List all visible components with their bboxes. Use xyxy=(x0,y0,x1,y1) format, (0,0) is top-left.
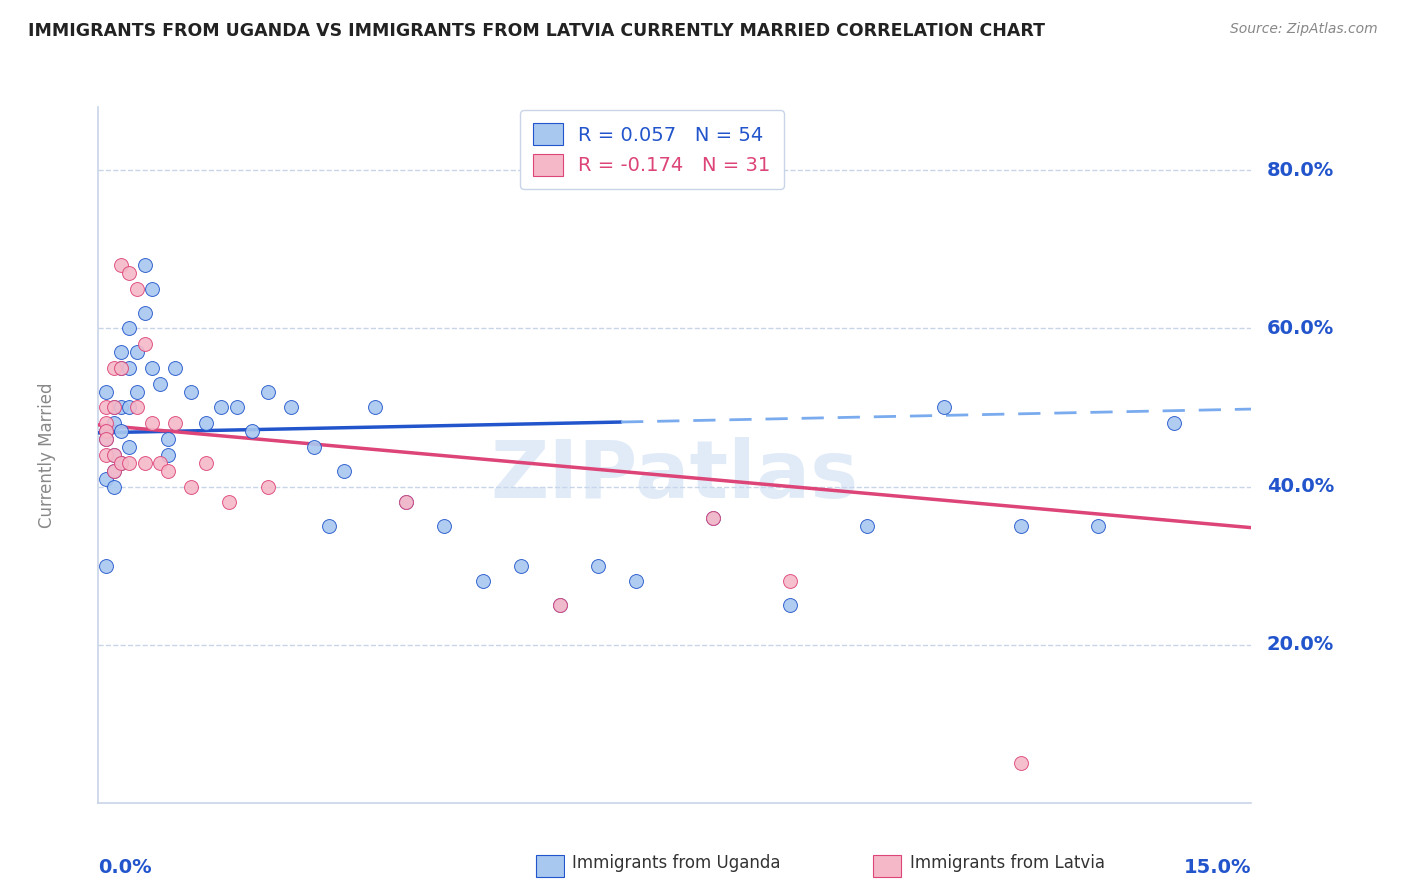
Point xyxy=(240,424,263,438)
Text: 0.0%: 0.0% xyxy=(98,858,152,877)
Point xyxy=(94,424,117,438)
Point xyxy=(156,464,179,478)
Point xyxy=(103,464,125,478)
Point xyxy=(103,479,125,493)
Point xyxy=(779,598,801,612)
Point xyxy=(134,456,156,470)
Text: IMMIGRANTS FROM UGANDA VS IMMIGRANTS FROM LATVIA CURRENTLY MARRIED CORRELATION C: IMMIGRANTS FROM UGANDA VS IMMIGRANTS FRO… xyxy=(28,22,1045,40)
Point xyxy=(195,417,218,431)
Point xyxy=(110,456,132,470)
Point xyxy=(118,360,141,375)
Point xyxy=(548,598,571,612)
Text: 60.0%: 60.0% xyxy=(1267,319,1334,338)
Text: Immigrants from Uganda: Immigrants from Uganda xyxy=(572,854,780,871)
Point xyxy=(395,495,418,509)
Point xyxy=(134,305,156,319)
Text: 20.0%: 20.0% xyxy=(1267,635,1334,654)
Point xyxy=(156,448,179,462)
Point xyxy=(125,401,148,415)
Point xyxy=(280,401,302,415)
Point xyxy=(103,448,125,462)
Point xyxy=(702,511,724,525)
Point xyxy=(149,456,172,470)
Point xyxy=(118,401,141,415)
Point xyxy=(333,464,356,478)
Text: Immigrants from Latvia: Immigrants from Latvia xyxy=(910,854,1105,871)
Point xyxy=(433,519,456,533)
Point xyxy=(125,345,148,359)
Point xyxy=(110,360,132,375)
Point xyxy=(256,479,278,493)
Point xyxy=(110,345,132,359)
Point xyxy=(94,424,117,438)
Text: 40.0%: 40.0% xyxy=(1267,477,1334,496)
Point xyxy=(110,456,132,470)
Point xyxy=(856,519,879,533)
Point xyxy=(218,495,240,509)
Point xyxy=(103,401,125,415)
Point xyxy=(180,384,202,399)
Point xyxy=(134,258,156,272)
Text: ZIPatlas: ZIPatlas xyxy=(491,437,859,515)
Point xyxy=(779,574,801,589)
Point xyxy=(364,401,387,415)
Point xyxy=(510,558,533,573)
Point xyxy=(110,258,132,272)
Point xyxy=(103,464,125,478)
Point xyxy=(1010,519,1032,533)
Point xyxy=(1010,756,1032,771)
Point xyxy=(118,321,141,335)
Point xyxy=(626,574,648,589)
Point xyxy=(180,479,202,493)
Text: 15.0%: 15.0% xyxy=(1184,858,1251,877)
Point xyxy=(103,417,125,431)
Legend: R = 0.057   N = 54, R = -0.174   N = 31: R = 0.057 N = 54, R = -0.174 N = 31 xyxy=(520,110,785,189)
Point xyxy=(548,598,571,612)
Point xyxy=(103,448,125,462)
Point xyxy=(118,266,141,280)
Point xyxy=(225,401,247,415)
Point xyxy=(165,360,187,375)
Point xyxy=(256,384,278,399)
Point xyxy=(94,417,117,431)
Point xyxy=(118,440,141,454)
Point xyxy=(125,384,148,399)
Point xyxy=(1087,519,1109,533)
Point xyxy=(165,417,187,431)
Point xyxy=(94,472,117,486)
Point xyxy=(141,417,163,431)
Point xyxy=(94,448,117,462)
Text: Source: ZipAtlas.com: Source: ZipAtlas.com xyxy=(1230,22,1378,37)
Point xyxy=(156,432,179,446)
Point xyxy=(1163,417,1185,431)
Point xyxy=(94,558,117,573)
Point xyxy=(110,424,132,438)
Point xyxy=(702,511,724,525)
Point xyxy=(302,440,325,454)
Point xyxy=(471,574,494,589)
Text: 80.0%: 80.0% xyxy=(1267,161,1334,180)
Point xyxy=(94,432,117,446)
Point xyxy=(94,401,117,415)
Point xyxy=(395,495,418,509)
Point xyxy=(134,337,156,351)
Point xyxy=(110,360,132,375)
Point xyxy=(103,401,125,415)
Point xyxy=(125,282,148,296)
Point xyxy=(110,401,132,415)
Point xyxy=(103,360,125,375)
Point xyxy=(141,282,163,296)
Point xyxy=(195,456,218,470)
Point xyxy=(141,360,163,375)
Point xyxy=(209,401,232,415)
Point xyxy=(118,456,141,470)
Text: Currently Married: Currently Married xyxy=(38,382,56,528)
Point xyxy=(318,519,340,533)
Point xyxy=(932,401,955,415)
Point xyxy=(94,384,117,399)
Point xyxy=(94,432,117,446)
Point xyxy=(586,558,609,573)
Point xyxy=(149,376,172,391)
